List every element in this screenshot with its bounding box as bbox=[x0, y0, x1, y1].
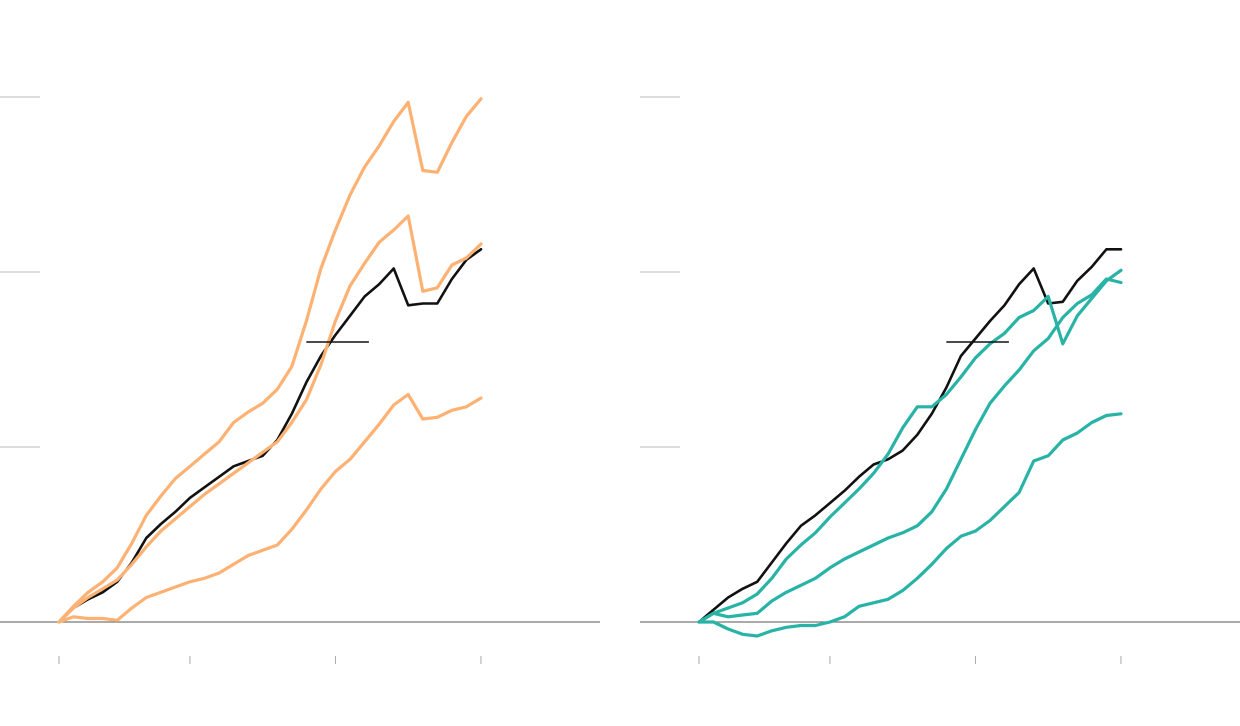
chart-panel-left bbox=[0, 96, 600, 664]
series-line-3 bbox=[697, 412, 1123, 638]
series-line-1 bbox=[57, 214, 483, 624]
series-line-2 bbox=[697, 277, 1123, 624]
series-line-1 bbox=[697, 268, 1123, 624]
series-line-0 bbox=[697, 248, 1123, 624]
series-line-3 bbox=[57, 97, 483, 624]
series-line-2 bbox=[57, 392, 483, 624]
series-line-0 bbox=[57, 248, 483, 624]
chart-panel-right bbox=[640, 96, 1240, 664]
